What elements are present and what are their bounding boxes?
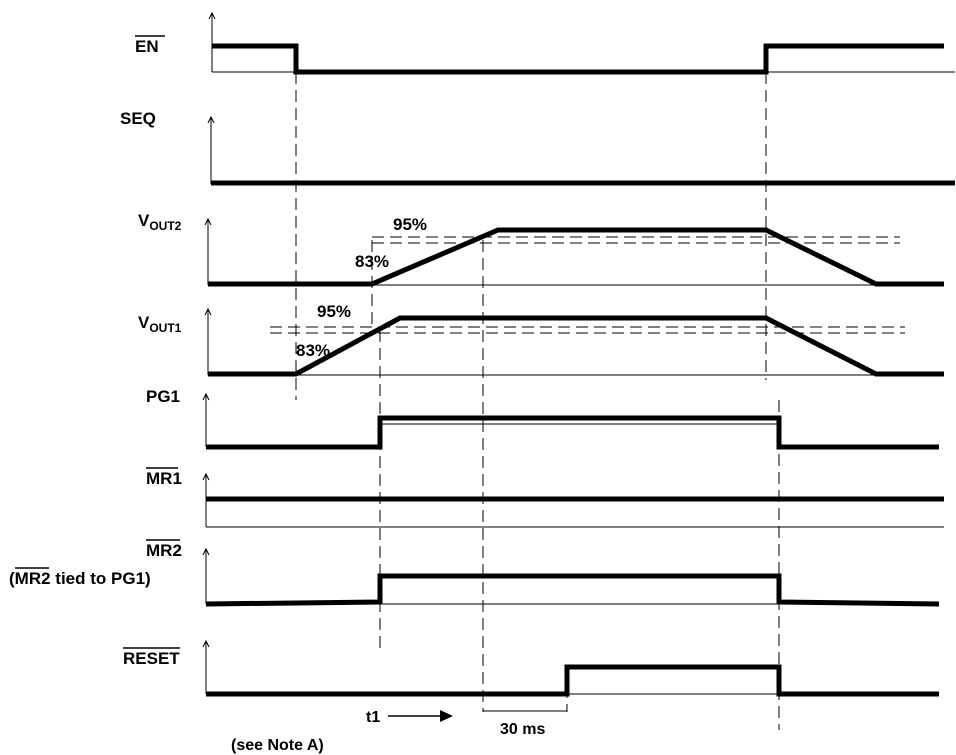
label-seq: SEQ [120,109,156,128]
reference-levels [380,423,779,695]
waveform-mr2 [205,573,940,607]
waveforms [205,43,955,697]
axis-pg1 [202,392,210,447]
vout2-label-83: 83% [355,252,389,271]
label-vout2: VOUT2 [138,211,182,233]
axis-seq [207,115,215,184]
timing-annotations: t1 30 ms (see Note A) [231,709,567,754]
waveform-reset [206,664,939,697]
axis-reset [202,639,210,694]
axis-mr2 [202,547,210,604]
note-label: (see Note A) [231,737,324,754]
threshold-labels: 95% 83% 95% 83% [296,215,427,360]
delay-label: 30 ms [500,721,545,738]
vout1-label-83: 83% [296,341,330,360]
timing-markers [295,72,780,730]
label-en: EN [135,37,159,56]
label-mr2-note: (MR2 tied to PG1) [9,569,151,588]
waveform-vout1 [208,315,944,377]
t1-label: t1 [366,709,380,726]
label-pg1: PG1 [146,387,180,406]
waveform-en [212,43,944,75]
t1-arrow-head [440,710,453,722]
signal-labels: EN SEQ VOUT2 VOUT1 PG1 MR1 MR2 (MR2 tied… [9,35,182,668]
vout1-label-95: 95% [317,302,351,321]
label-mr2: MR2 [146,541,182,560]
waveform-pg1 [206,415,939,450]
axis-vout1 [204,307,944,376]
vout2-label-95: 95% [393,215,427,234]
waveform-vout2 [208,227,944,287]
label-mr1: MR1 [146,469,182,488]
axis-en [208,11,955,73]
label-reset: RESET [123,649,180,668]
label-vout1: VOUT1 [138,313,182,335]
